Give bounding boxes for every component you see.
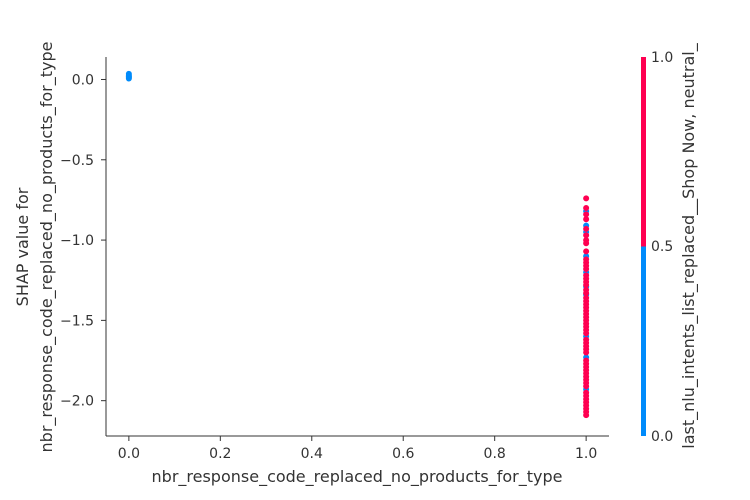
colorbar-tick-low: 0.0	[651, 429, 673, 445]
y-axis-title-line-2: nbr_response_code_replaced_no_products_f…	[37, 42, 57, 453]
scatter-point	[583, 211, 590, 218]
y-tick-label: −1.5	[60, 313, 94, 329]
x-tick-label: 0.2	[209, 446, 231, 462]
y-tick-label: −0.5	[60, 153, 94, 169]
x-tick-label: 0.4	[301, 446, 323, 462]
y-tick-label: −2.0	[60, 394, 94, 410]
colorbar-label: last_nlu_intents_list_replaced__Shop Now…	[679, 42, 699, 448]
y-tick-label: 0.0	[72, 72, 94, 88]
x-ticks: 0.0 0.2 0.4 0.6 0.8 1.0	[118, 436, 597, 462]
scatter-point	[583, 349, 590, 356]
scatter-point	[583, 232, 590, 239]
x-tick-label: 0.6	[392, 446, 414, 462]
scatter-point	[583, 216, 590, 223]
scatter-point	[583, 330, 590, 337]
x-tick-label: 0.8	[484, 446, 506, 462]
y-ticks: 0.0 −0.5 −1.0 −1.5 −2.0	[60, 72, 106, 410]
colorbar-tick-mid: 0.5	[651, 239, 673, 255]
colorbar-tick-high: 1.0	[651, 50, 673, 66]
scatter-point	[583, 195, 590, 202]
y-tick-label: −1.0	[60, 233, 94, 249]
scatter-point	[583, 225, 590, 232]
scatter-point	[583, 290, 590, 297]
scatter-point	[583, 383, 590, 390]
y-axis-title-line-1: SHAP value for	[13, 187, 32, 306]
scatter-point	[583, 282, 590, 289]
scatter-points	[125, 70, 590, 419]
scatter-point	[583, 248, 590, 255]
x-axis-title: nbr_response_code_replaced_no_products_f…	[152, 467, 563, 487]
scatter-point	[583, 240, 590, 247]
scatter-point	[583, 265, 590, 272]
scatter-point	[583, 204, 590, 211]
colorbar	[641, 57, 646, 436]
x-tick-label: 1.0	[575, 446, 597, 462]
x-tick-label: 0.0	[118, 446, 140, 462]
scatter-point	[125, 75, 132, 82]
scatter-point	[583, 412, 590, 419]
